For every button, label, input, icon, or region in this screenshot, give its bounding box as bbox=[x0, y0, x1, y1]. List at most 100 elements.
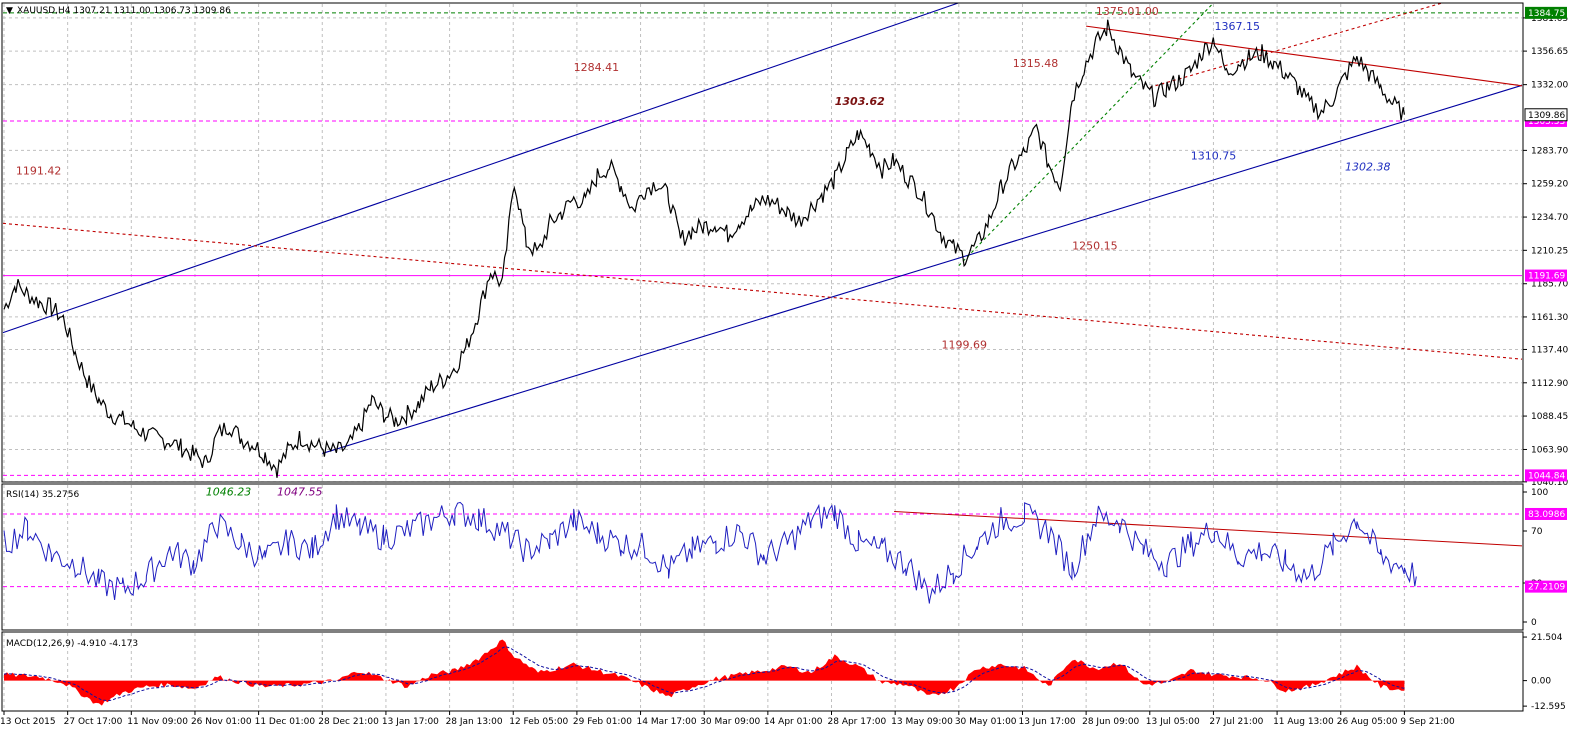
macd-pane: 21.504 0.00 -12.595 MACD(12,26,9) -4.910 -… bbox=[1, 631, 1566, 712]
rsi-y-tick-label: 0 bbox=[1531, 618, 1537, 628]
trendline-upper-channel[interactable] bbox=[2, 2, 959, 334]
price-pane: 1375.01.00 1367.15 1284.41 1315.48 1303.62 13… bbox=[1, 2, 1568, 499]
rsi-series-line bbox=[3, 501, 1417, 604]
macd-pane-frame bbox=[1, 631, 1524, 712]
x-tick-label: 11 Aug 13:00 bbox=[1273, 717, 1334, 727]
y-tick-label: 1210.25 bbox=[1531, 246, 1568, 256]
price-annotation-label: 1315.48 bbox=[1013, 57, 1058, 70]
price-annotation-label: 1199.69 bbox=[942, 339, 988, 352]
rsi-levels bbox=[3, 513, 1522, 588]
rsi-y-tick-label: 70 bbox=[1531, 527, 1543, 537]
current-price-tag bbox=[1524, 108, 1568, 122]
level-tag-label: 1384.75 bbox=[1528, 9, 1565, 19]
price-annotation-label: 1375.01.00 bbox=[1096, 5, 1159, 18]
x-tick-label: 27 Oct 17:00 bbox=[64, 717, 123, 727]
price-annotation-label: 1284.41 bbox=[574, 61, 620, 74]
level-tag-label: 1191.69 bbox=[1528, 272, 1565, 282]
y-tick-label: 1332.00 bbox=[1531, 81, 1568, 91]
x-tick-label: 28 Jun 09:00 bbox=[1082, 717, 1139, 727]
price-annotation-label: 1191.42 bbox=[16, 164, 62, 177]
trendline-lower-channel[interactable] bbox=[322, 84, 1523, 454]
x-tick-label: 13 Jan 17:00 bbox=[382, 717, 439, 727]
price-annotation-label: 1367.15 bbox=[1215, 20, 1261, 33]
x-tick-label: 12 Feb 05:00 bbox=[509, 717, 568, 727]
rsi-level-tag-label: 27.2109 bbox=[1528, 583, 1565, 593]
y-tick-label: 1112.90 bbox=[1531, 379, 1568, 389]
y-tick-label: 1234.70 bbox=[1531, 213, 1568, 223]
x-tick-label: 28 Dec 21:00 bbox=[318, 717, 379, 727]
price-trendlines bbox=[2, 2, 1523, 454]
price-series-line bbox=[3, 19, 1405, 478]
level-tag bbox=[1525, 6, 1567, 19]
macd-label: MACD(12,26,9) -4.910 -4.173 bbox=[6, 639, 138, 649]
x-tick-label: 13 Jul 05:00 bbox=[1146, 717, 1200, 727]
symbol-header: XAUUSD,H4 1307.21 1311.00 1306.73 1309.8… bbox=[17, 6, 231, 16]
y-tick-label: 1381.05 bbox=[1531, 14, 1568, 24]
level-tag bbox=[1525, 269, 1567, 282]
y-tick-label: 1040.10 bbox=[1531, 478, 1568, 488]
rsi-grid bbox=[3, 485, 1405, 629]
dropdown-arrow-icon[interactable]: ▼ bbox=[6, 6, 13, 16]
price-annotation-label: 1046.23 bbox=[206, 486, 252, 499]
trendline-green-support[interactable] bbox=[958, 2, 1214, 267]
macd-y-axis: 21.504 0.00 -12.595 bbox=[1523, 633, 1566, 712]
y-tick-label: 1283.70 bbox=[1531, 146, 1568, 156]
x-tick-label: 26 Nov 01:00 bbox=[191, 717, 252, 727]
x-tick-label: 13 Oct 2015 bbox=[0, 717, 56, 727]
x-tick-label: 9 Sep 21:00 bbox=[1400, 717, 1455, 727]
y-tick-label: 1063.90 bbox=[1531, 445, 1568, 455]
x-tick-label: 13 Jun 17:00 bbox=[1018, 717, 1075, 727]
level-tag bbox=[1525, 469, 1567, 482]
x-tick-label: 14 Apr 01:00 bbox=[764, 717, 823, 727]
x-axis: 13 Oct 2015 27 Oct 17:00 11 Nov 09:00 26 No… bbox=[0, 711, 1455, 727]
rsi-y-tick-label: 100 bbox=[1531, 488, 1548, 498]
x-tick-label: 26 Aug 05:00 bbox=[1337, 717, 1398, 727]
level-tag-label: 1044.84 bbox=[1528, 471, 1565, 481]
macd-y-tick-label: 21.504 bbox=[1531, 633, 1563, 643]
y-tick-label: 1161.30 bbox=[1531, 313, 1568, 323]
price-pane-frame bbox=[1, 2, 1524, 483]
macd-signal-line bbox=[3, 646, 1405, 702]
trendline-top-resistance[interactable] bbox=[1086, 25, 1523, 87]
price-annotation-label: 1310.75 bbox=[1191, 149, 1237, 162]
price-grid bbox=[3, 4, 1522, 483]
rsi-level-tag bbox=[1525, 580, 1567, 593]
x-tick-label: 14 Mar 17:00 bbox=[637, 717, 697, 727]
price-y-axis: 1381.05 1356.65 1332.00 1283.70 1259.20 1234.… bbox=[1523, 14, 1568, 488]
x-tick-label: 28 Apr 17:00 bbox=[828, 717, 887, 727]
y-tick-label: 1088.45 bbox=[1531, 412, 1568, 422]
x-tick-label: 11 Dec 01:00 bbox=[255, 717, 316, 727]
price-annotations: 1375.01.00 1367.15 1284.41 1315.48 1303.62 13… bbox=[16, 5, 1391, 498]
rsi-level-tag bbox=[1525, 507, 1567, 520]
rsi-label: RSI(14) 35.2756 bbox=[6, 490, 79, 500]
macd-histogram bbox=[4, 639, 1405, 706]
y-tick-label: 1259.20 bbox=[1531, 180, 1568, 190]
level-tag-label: 1305.33 bbox=[1528, 117, 1565, 127]
trendline-long-resistance[interactable] bbox=[2, 222, 1523, 360]
price-annotation-label: 1303.62 bbox=[835, 95, 885, 108]
current-price-label: 1309.86 bbox=[1528, 111, 1565, 121]
macd-y-tick-label: -12.595 bbox=[1531, 702, 1566, 712]
y-tick-label: 1356.65 bbox=[1531, 47, 1568, 57]
y-tick-label: 1185.70 bbox=[1531, 280, 1568, 290]
macd-histogram-area bbox=[4, 639, 1405, 706]
rsi-level-tags: 83.0986 27.2109 bbox=[1525, 507, 1567, 593]
x-tick-label: 29 Feb 01:00 bbox=[573, 717, 632, 727]
trendline-rising-support[interactable] bbox=[1149, 2, 1443, 88]
price-annotation-label: 1250.15 bbox=[1072, 239, 1118, 252]
price-levels bbox=[3, 12, 1522, 476]
rsi-pane-frame bbox=[1, 483, 1524, 631]
x-tick-label: 27 Jul 21:00 bbox=[1209, 717, 1263, 727]
macd-y-tick-label: 0.00 bbox=[1531, 677, 1551, 687]
rsi-level-tag-label: 83.0986 bbox=[1528, 510, 1565, 520]
y-tick-label: 1137.40 bbox=[1531, 345, 1568, 355]
x-tick-label: 13 May 09:00 bbox=[891, 717, 953, 727]
x-tick-label: 30 May 01:00 bbox=[955, 717, 1017, 727]
price-annotation-label: 1047.55 bbox=[277, 486, 323, 499]
price-level-tags: 1384.75 1305.33 1191.69 1044.84 1309.86 bbox=[1524, 6, 1568, 482]
x-tick-label: 11 Nov 09:00 bbox=[127, 717, 188, 727]
rsi-trendline bbox=[894, 511, 1523, 547]
